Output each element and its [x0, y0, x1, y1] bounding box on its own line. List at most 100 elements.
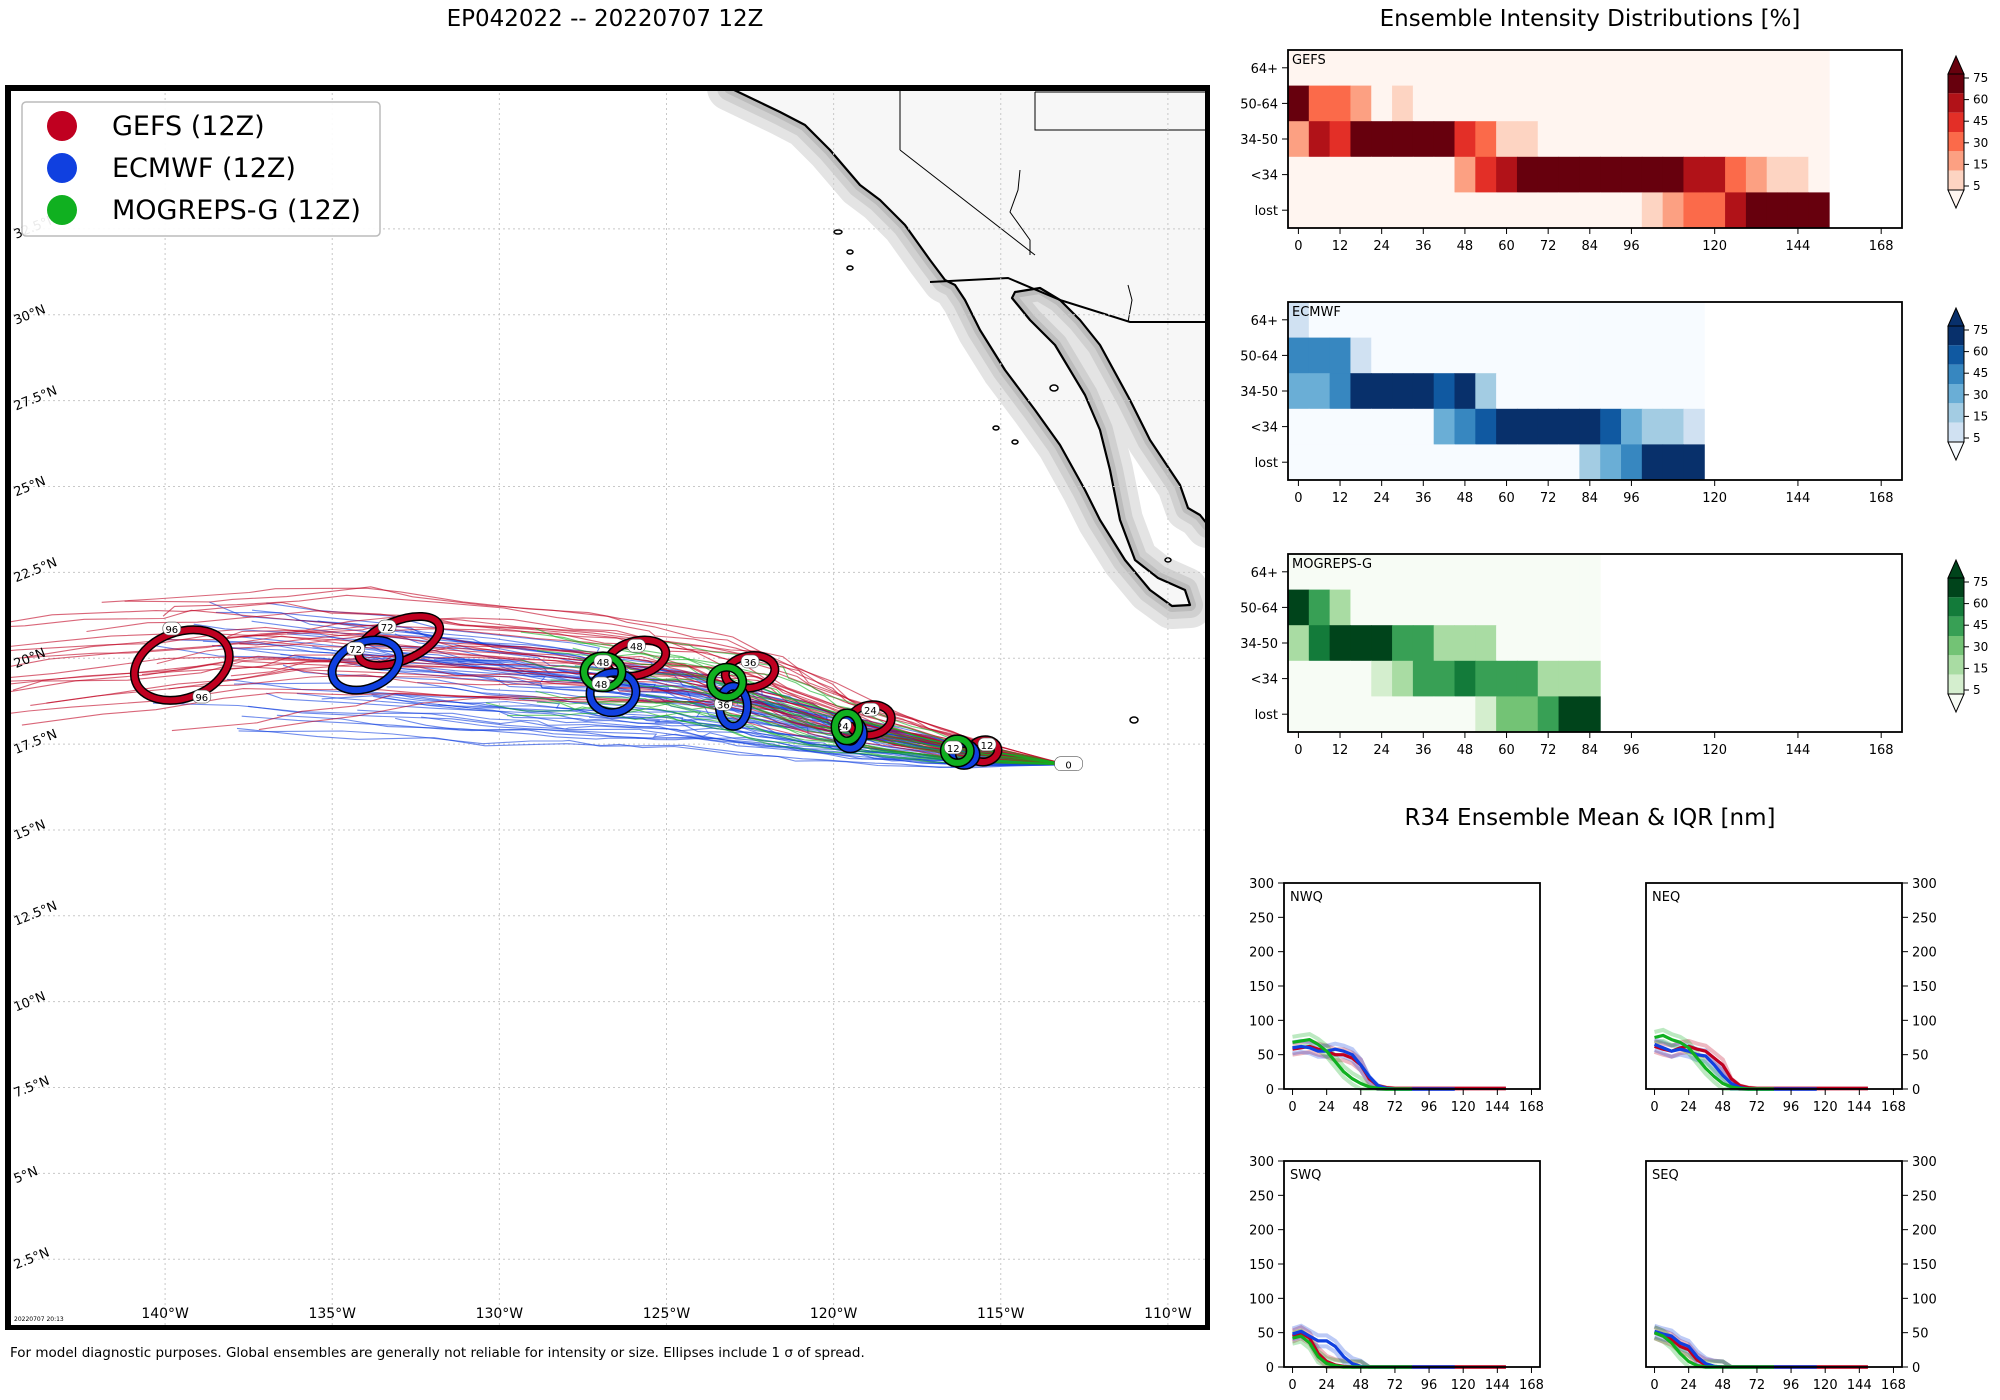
x-tick-label: 120 [1813, 1100, 1838, 1115]
heatmap-cell [1350, 156, 1372, 193]
y-tick-label: 150 [1912, 1258, 1937, 1273]
y-tick-label: 150 [1912, 980, 1937, 995]
y-tick-label: 250 [1912, 911, 1937, 926]
heatmap-cell [1808, 50, 1830, 87]
track-map: 96 96 72 72 48 48 48 36 36 24 24 12 12 0 140°W 135°W 130… [5, 85, 1210, 1330]
legend-marker [47, 153, 77, 183]
heatmap-cell [1308, 444, 1331, 481]
heatmap-cell [1808, 192, 1830, 229]
heatmap-cell [1745, 50, 1768, 87]
heatmap-cell [1308, 156, 1331, 193]
x-tick-label: 72 [1749, 1378, 1766, 1393]
x-tick-label: 168 [1869, 743, 1894, 758]
heatmap-cell [1329, 554, 1351, 591]
heatmap-cell [1600, 337, 1622, 374]
r34-panel-neq: NEQ 0 24 48 72 96 120 144 168 0 50 100 150 200 250 300 [1645, 877, 1937, 1115]
heatmap-label: MOGREPS-G [1292, 557, 1372, 572]
y-tick-label: 200 [1249, 946, 1274, 961]
heatmap-cell [1537, 373, 1560, 410]
colorbar-segment [1948, 170, 1964, 190]
border-us-mexico-east [1059, 299, 1208, 323]
heatmap-cell [1475, 192, 1497, 229]
y-tick-label: 0 [1912, 1361, 1920, 1376]
heatmap-cell [1662, 156, 1684, 193]
heatmap-cell [1725, 156, 1747, 193]
y-tick-label: 50 [1912, 1327, 1929, 1342]
colorbar-tick-label: 15 [1973, 661, 1988, 675]
hour-label: 96 [195, 693, 208, 704]
heatmap-cell [1662, 373, 1684, 410]
x-tick-label: 12 [1332, 743, 1349, 758]
y-tick-label: 300 [1912, 1155, 1937, 1170]
hour-label-box [377, 619, 397, 634]
colorbar-frame [1947, 73, 1965, 191]
heatmap-cell [1329, 625, 1351, 662]
heatmap-cell [1350, 337, 1372, 374]
heatmap-cell [1683, 408, 1705, 445]
colorbar-ecmwf: 75 60 45 30 15 5 [1947, 306, 1988, 462]
heatmap-cell [1641, 337, 1664, 374]
heatmap-cell [1579, 625, 1601, 662]
heatmap-cell [1371, 589, 1393, 626]
heatmap-cell [1288, 408, 1310, 445]
lon-tick-label: 135°W [308, 1306, 356, 1322]
lat-tick-label: 22.5°N [12, 555, 60, 586]
hour-label-box [593, 654, 613, 669]
colorbar-segment [1948, 345, 1964, 365]
heatmap-cell [1329, 408, 1351, 445]
y-tick-label: 50-64 [1240, 349, 1278, 364]
x-tick-label: 0 [1294, 743, 1302, 758]
heatmap-cell [1662, 408, 1684, 445]
heatmap-cell [1558, 337, 1580, 374]
heatmap-cell [1683, 192, 1705, 229]
x-tick-label: 48 [1457, 239, 1474, 254]
heatmap-cell [1662, 192, 1684, 229]
heatmap-cell [1496, 408, 1518, 445]
colorbar-extend-top [1947, 306, 1965, 327]
heatmap-cell [1475, 444, 1497, 481]
x-tick-label: 120 [1702, 239, 1727, 254]
y-tick-label: 250 [1249, 1189, 1274, 1204]
heatmap-cell [1288, 156, 1310, 193]
y-tick-label: 300 [1249, 1155, 1274, 1170]
heatmap-cell [1392, 444, 1414, 481]
colorbar-extend-bottom [1947, 441, 1965, 462]
heatmap-cell [1350, 696, 1372, 733]
x-tick-label: 12 [1332, 239, 1349, 254]
heatmap-cell [1475, 85, 1497, 122]
heatmap-cell [1329, 337, 1351, 374]
legend-label: GEFS (12Z) [112, 111, 265, 142]
x-tick-label: 120 [1813, 1378, 1838, 1393]
heatmap-cell [1308, 696, 1331, 733]
colorbar-segment [1948, 578, 1964, 598]
colorbar-segment [1948, 364, 1964, 384]
heatmap-cell [1579, 408, 1601, 445]
x-tick-label: 0 [1294, 491, 1302, 506]
heatmap-cell [1621, 156, 1643, 193]
colorbar-tick-label: 15 [1973, 409, 1988, 423]
heatmap-cell [1412, 589, 1435, 626]
y-tick-label: 34-50 [1240, 133, 1278, 148]
heatmap-cell [1308, 192, 1331, 229]
x-tick-label: 144 [1786, 743, 1811, 758]
heatmap-cell [1288, 302, 1310, 339]
lon-tick-label: 140°W [141, 1306, 189, 1322]
heatmap-cell [1371, 625, 1393, 662]
heatmap-cell [1392, 625, 1414, 662]
x-tick-label: 0 [1294, 239, 1302, 254]
heatmap-cell [1454, 660, 1476, 697]
heatmap-cell [1558, 408, 1580, 445]
heatmap-cell [1558, 625, 1580, 662]
x-tick-label: 96 [1623, 743, 1640, 758]
island-2 [846, 265, 854, 271]
heatmap-cell [1558, 660, 1580, 697]
heatmap-cell [1433, 660, 1456, 697]
heatmap-cell [1558, 121, 1580, 158]
mogreps-ellipse-8 [707, 664, 746, 701]
colorbar-segment [1948, 403, 1964, 423]
r34-frame [1645, 882, 1903, 1090]
heatmap-cell [1350, 589, 1372, 626]
heatmap-cell [1537, 625, 1560, 662]
mogreps-g-member-track [654, 711, 1068, 766]
mogreps-g-member-track [550, 679, 1068, 766]
